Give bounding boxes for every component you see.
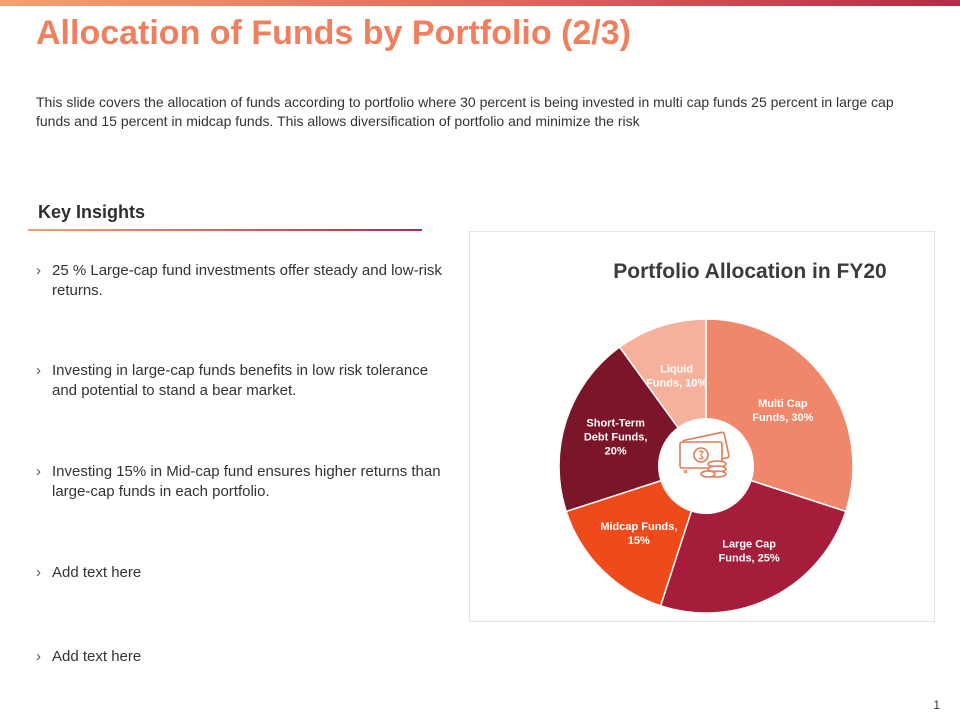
insight-bullet: › Investing in large-cap funds benefits … xyxy=(36,361,456,401)
insight-bullet: › Investing 15% in Mid-cap fund ensures … xyxy=(36,462,456,502)
top-accent-bar xyxy=(0,0,960,6)
slice-label-line: 15% xyxy=(628,535,650,547)
slice-label-line: Debt Funds, xyxy=(584,432,648,444)
slice-label: Short-Term Debt Funds, 20% xyxy=(584,418,648,458)
chevron-right-icon: › xyxy=(36,362,41,379)
chevron-right-icon: › xyxy=(36,262,41,279)
key-insights-title: Key Insights xyxy=(38,202,146,222)
slice-label-line: Short-Term xyxy=(586,418,645,430)
slice-label: Large Cap Funds, 25% xyxy=(719,539,780,565)
insight-bullet: › Add text here xyxy=(36,563,456,583)
insight-bullet: › Add text here xyxy=(36,647,456,667)
chevron-right-icon: › xyxy=(36,564,41,581)
insight-text: Add text here xyxy=(52,648,142,665)
pie-chart: Portfolio Allocation in FY20 Multi Cap Fu… xyxy=(558,260,887,614)
slide-number: 1 xyxy=(933,698,940,712)
slice-label: Midcap Funds, 15% xyxy=(600,521,677,547)
slice-label-line: Funds, 25% xyxy=(719,553,780,565)
slice-label-line: 20% xyxy=(605,446,627,458)
chevron-right-icon: › xyxy=(36,648,41,665)
insight-text: 25 % Large-cap fund investments offer st… xyxy=(52,262,442,299)
slice-label-line: Multi Cap xyxy=(758,398,808,410)
insight-text: Investing in large-cap funds benefits in… xyxy=(52,362,429,399)
pie-chart-panel: Portfolio Allocation in FY20 Multi Cap Fu… xyxy=(469,231,935,622)
money-coins-icon xyxy=(679,431,730,478)
slide-description: This slide covers the allocation of fund… xyxy=(36,94,894,129)
slice-label: Liquid Funds, 10% xyxy=(646,364,707,390)
slice-label-line: Liquid xyxy=(660,364,693,376)
pie-slice xyxy=(565,464,708,607)
insight-text: Add text here xyxy=(52,564,142,581)
slice-label-line: Large Cap xyxy=(722,539,776,551)
chart-title: Portfolio Allocation in FY20 xyxy=(613,260,886,283)
insight-bullet: › 25 % Large-cap fund investments offer … xyxy=(36,261,456,301)
slice-label-line: Funds, 30% xyxy=(752,412,813,424)
slice-label: Multi Cap Funds, 30% xyxy=(752,398,813,424)
key-insights-underline xyxy=(28,229,422,231)
chevron-right-icon: › xyxy=(36,463,41,480)
slice-label-line: Midcap Funds, xyxy=(600,521,677,533)
slice-label-line: Funds, 10% xyxy=(646,378,707,390)
slide-title: Allocation of Funds by Portfolio (2/3) xyxy=(36,14,631,52)
insight-text: Investing 15% in Mid-cap fund ensures hi… xyxy=(52,463,441,500)
